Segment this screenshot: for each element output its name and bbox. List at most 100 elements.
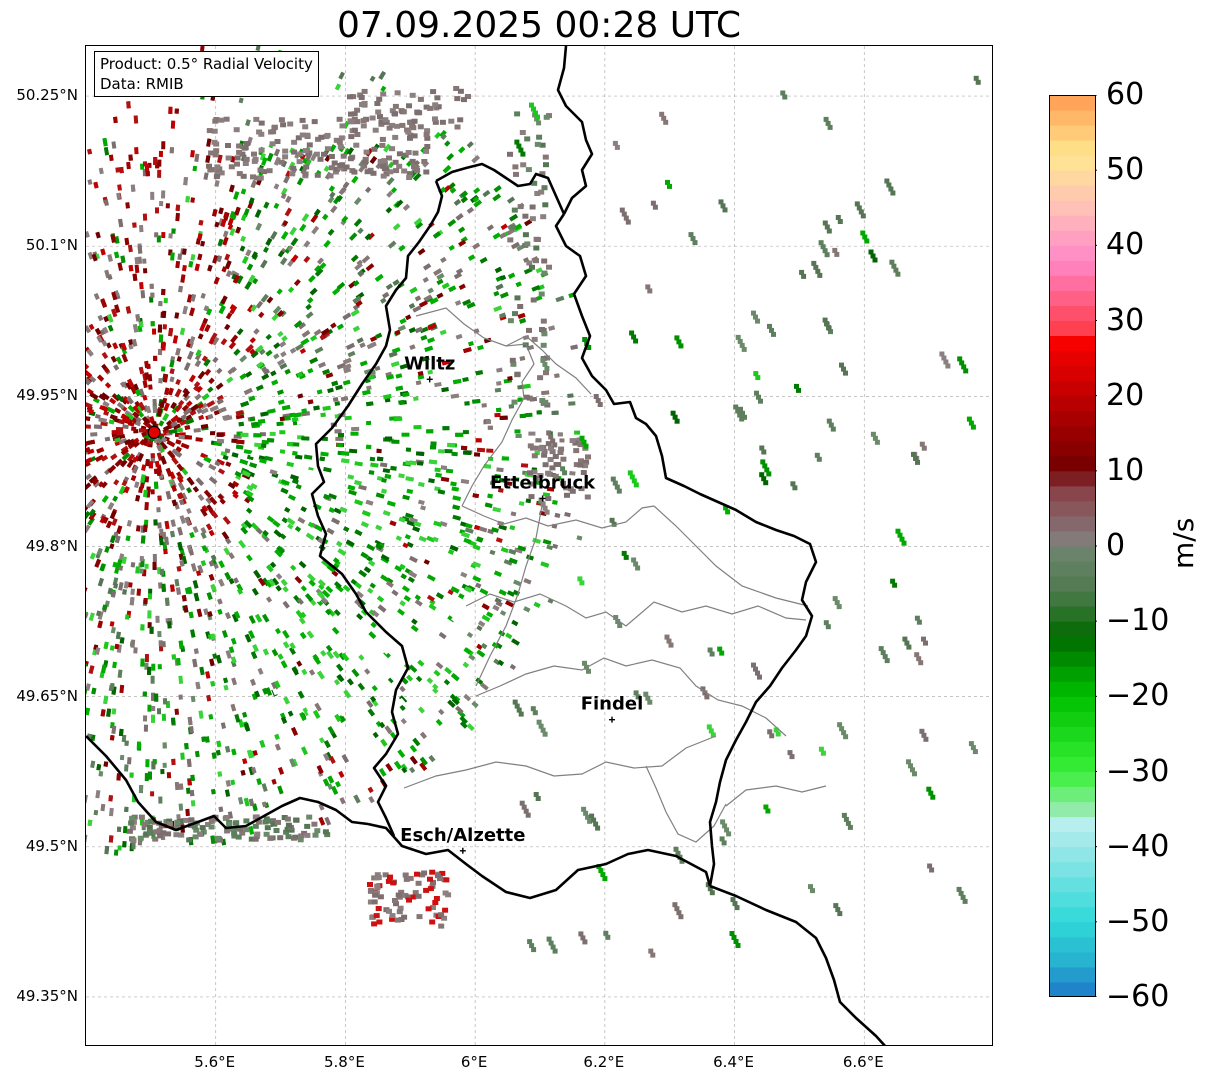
echo-pixel [289, 171, 296, 177]
echo-pixel [147, 704, 152, 712]
echo-pixel [256, 778, 262, 785]
echo-pixel [539, 398, 546, 403]
echo-pixel [358, 654, 365, 661]
echo-pixel [452, 514, 462, 521]
echo-pixel [98, 393, 107, 401]
echo-pixel [615, 619, 621, 624]
latitude-tick-label: 50.1°N [25, 236, 78, 255]
echo-pixel [253, 175, 260, 181]
echo-pixel [284, 506, 291, 513]
echo-pixel [518, 501, 525, 506]
echo-pixel [419, 756, 428, 766]
echo-pixel [104, 436, 111, 442]
city-marker[interactable]: Esch/Alzette [400, 825, 525, 854]
echo-pixel [508, 272, 516, 279]
map-panel[interactable]: Wiltz Ettelbruck Findel Esch/Alzette [85, 45, 993, 1046]
echo-pixel [86, 325, 92, 334]
echo-pixel [790, 481, 796, 487]
echo-pixel [509, 525, 516, 531]
echo-pixel [144, 360, 150, 369]
echo-pixel [468, 654, 476, 661]
echo-pixel [151, 692, 156, 701]
echo-pixel [367, 887, 374, 893]
echo-pixel [882, 654, 888, 660]
echo-pixel [426, 429, 434, 434]
echo-pixel [405, 447, 412, 452]
echo-pixel [826, 418, 832, 424]
echo-pixel [250, 483, 258, 490]
radar-site-marker[interactable] [147, 425, 161, 439]
echo-pixel [547, 457, 554, 462]
echo-pixel [323, 493, 331, 500]
echo-pixel [117, 184, 122, 191]
echo-pixel [415, 675, 423, 683]
echo-pixel [274, 548, 283, 558]
echo-pixel [238, 97, 244, 104]
echo-pixel [546, 544, 554, 551]
echo-pixel [161, 713, 167, 721]
echo-pixel [170, 519, 176, 528]
echo-pixel [647, 699, 653, 705]
echo-pixel [213, 562, 219, 570]
echo-pixel [179, 327, 186, 336]
echo-pixel [130, 474, 137, 482]
echo-pixel [453, 272, 462, 280]
echo-pixel [507, 196, 516, 204]
echo-pixel [181, 404, 189, 412]
echo-pixel [394, 199, 404, 208]
echo-pixel [517, 304, 524, 309]
echo-pixel [409, 755, 418, 765]
echo-pixel [505, 632, 513, 640]
city-marker[interactable]: Findel [581, 694, 644, 723]
echo-pixel [142, 258, 147, 264]
echo-pixel [822, 317, 828, 323]
echo-pixel [280, 257, 288, 266]
echo-pixel [435, 472, 442, 478]
echo-pixel [514, 703, 520, 709]
echo-pixel [775, 731, 781, 737]
echo-pixel [371, 899, 378, 905]
echo-pixel [412, 172, 422, 182]
echo-pixel [147, 771, 152, 780]
echo-pixel [652, 204, 658, 210]
map-canvas[interactable]: Wiltz Ettelbruck Findel Esch/Alzette [86, 46, 993, 1046]
echo-pixel [192, 580, 199, 589]
echo-pixel [245, 119, 251, 127]
echo-pixel [121, 556, 127, 565]
echo-pixel [183, 362, 191, 372]
echo-pixel [348, 134, 355, 140]
echo-pixel [200, 507, 208, 517]
echo-pixel [356, 337, 364, 344]
echo-pixel [264, 825, 271, 831]
echo-pixel [273, 828, 280, 833]
echo-pixel [468, 341, 474, 347]
echo-pixel [174, 108, 179, 114]
city-marker[interactable]: Wiltz [404, 353, 455, 383]
echo-pixel [86, 439, 96, 446]
echo-pixel [343, 164, 350, 170]
echo-pixel [341, 458, 350, 464]
echo-pixel [679, 858, 685, 864]
city-marker[interactable]: Ettelbruck [490, 472, 596, 502]
echo-pixel [154, 460, 160, 468]
echo-pixel [249, 416, 256, 422]
echo-pixel [210, 835, 216, 844]
echo-pixel [275, 819, 281, 825]
echo-pixel [114, 304, 121, 314]
echo-pixel [476, 643, 483, 650]
echo-pixel [650, 952, 656, 958]
echo-pixel [432, 900, 439, 905]
colorbar-band [1049, 546, 1096, 562]
colorbar-band [1049, 500, 1096, 517]
echo-pixel [741, 346, 747, 352]
echo-pixel [535, 438, 542, 443]
echo-pixel [150, 791, 155, 797]
echo-pixel [287, 121, 294, 127]
echo-pixel [185, 808, 190, 817]
colorbar-band [1049, 425, 1096, 442]
echo-pixel [239, 381, 249, 390]
echo-pixel [864, 238, 870, 244]
echo-pixel [90, 432, 98, 437]
echo-pixel [409, 92, 416, 98]
echo-pixel [229, 826, 236, 832]
